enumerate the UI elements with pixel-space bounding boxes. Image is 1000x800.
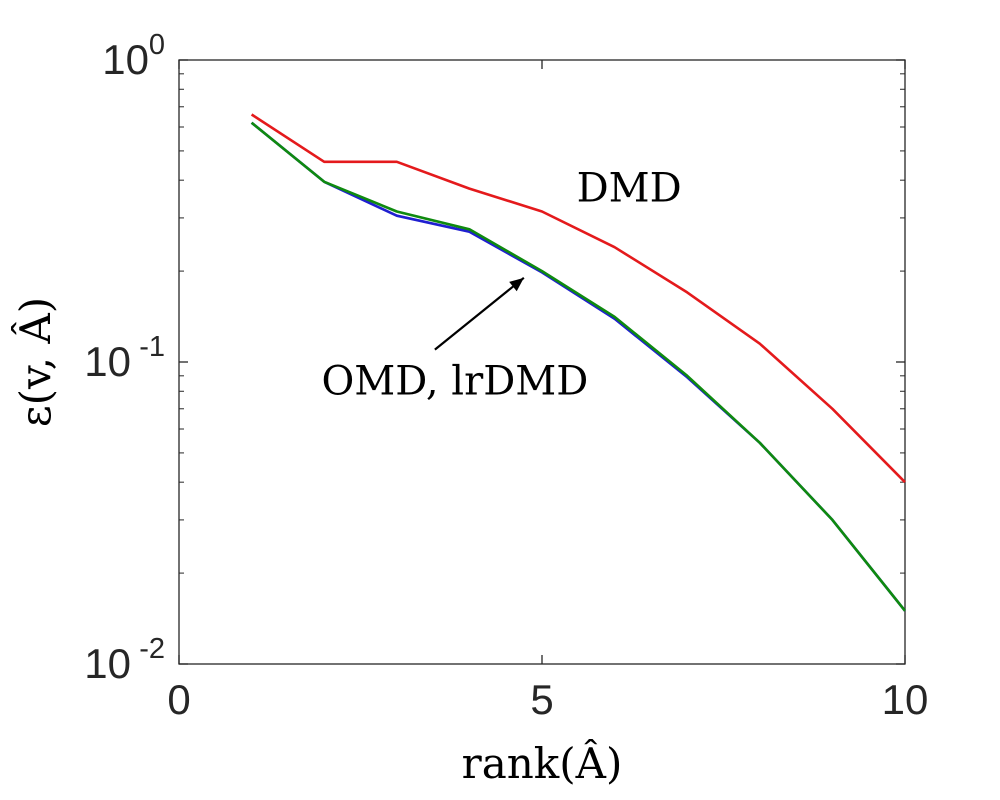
minor-ticks	[179, 73, 905, 574]
series-lines	[250, 113, 907, 612]
y-tick-exponent: -1	[139, 331, 165, 363]
y-tick-label: -210	[84, 633, 165, 687]
annotation-omd-lrdmd: OMD, lrDMD	[321, 359, 588, 405]
y-tick-base: 10	[102, 36, 149, 83]
major-ticks	[178, 59, 906, 665]
y-tick-exponent: 0	[149, 29, 165, 61]
annotation-dmd: DMD	[577, 165, 682, 211]
annotations: DMD OMD, lrDMD	[321, 165, 681, 404]
y-tick-base: 10	[84, 338, 131, 385]
annotation-arrow-shaft	[434, 276, 525, 351]
y-axis-label: ε(v, Â)	[10, 297, 60, 427]
x-tick-label: 0	[167, 676, 190, 723]
y-tick-labels: 010-110-210	[84, 29, 165, 687]
x-tick-labels: 0 5 10	[167, 676, 928, 723]
y-tick-base: 10	[84, 640, 131, 687]
series-line-lrdmd	[250, 121, 907, 612]
annotation-arrow-head	[509, 277, 524, 292]
x-tick-label: 10	[882, 676, 929, 723]
series-line-dmd	[250, 113, 906, 484]
y-tick-label: -110	[84, 331, 165, 385]
y-tick-label: 010	[102, 29, 165, 83]
x-axis-label: rank(Â)	[462, 738, 623, 788]
y-tick-exponent: -2	[139, 633, 165, 665]
x-tick-label: 5	[530, 676, 553, 723]
